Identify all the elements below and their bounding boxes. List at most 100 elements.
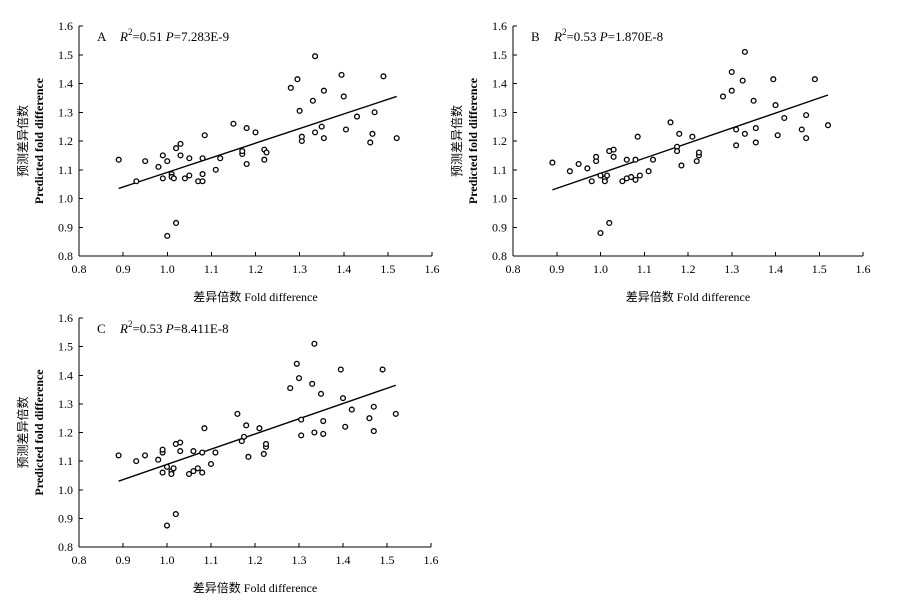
data-point (201, 425, 208, 432)
data-point (115, 156, 122, 163)
data-point (689, 133, 696, 140)
data-point (287, 84, 294, 91)
data-point (367, 139, 374, 146)
data-point (741, 130, 748, 137)
x-tick-label: 1.1 (637, 262, 652, 276)
y-tick-label: 1.2 (492, 134, 507, 148)
x-axis-label: 差异倍数 Fold difference (193, 289, 317, 304)
data-point (172, 511, 179, 518)
data-point (392, 410, 399, 417)
x-tick-label: 1.6 (424, 553, 439, 567)
data-point (317, 390, 325, 397)
r2-label: R (119, 29, 128, 44)
stats-annotation: R2=0.53 P=8.411E-8 (119, 319, 229, 336)
data-point (369, 130, 376, 137)
panel-letter: B (531, 29, 540, 44)
x-tick-label: 1.0 (593, 262, 608, 276)
data-point (348, 406, 355, 413)
data-point (597, 229, 604, 237)
x-tick-label: 1.0 (160, 553, 175, 567)
data-point (230, 120, 237, 127)
data-point (636, 172, 643, 179)
y-tick-label: 0.9 (58, 511, 73, 525)
y-tick-label: 1.3 (58, 105, 73, 119)
chart-panel-b: 0.8 0.9 1.0 1.1 1.2 1.3 1.4 1.5 1.6 0.8 0.9 1.0 1.1 1… (449, 19, 871, 304)
data-point (610, 146, 617, 153)
data-point (243, 422, 250, 429)
data-point (159, 446, 166, 453)
data-point (245, 453, 252, 460)
data-point (199, 178, 206, 185)
y-tick-label: 1.3 (58, 397, 73, 411)
data-point (340, 93, 347, 100)
data-point (190, 448, 197, 455)
data-point (803, 135, 810, 142)
data-point (379, 366, 386, 373)
x-tick-label: 1.2 (248, 553, 263, 567)
data-point (263, 149, 270, 156)
data-point (320, 135, 327, 142)
x-tick-label: 0.8 (72, 553, 87, 567)
data-point (212, 449, 219, 456)
data-point (628, 173, 635, 180)
data-point (610, 153, 617, 160)
r2-value: =0.51 (132, 29, 165, 44)
data-point (353, 113, 361, 120)
data-point (262, 440, 270, 448)
data-point (739, 77, 746, 84)
x-tick-label: 1.5 (380, 262, 395, 276)
data-point (632, 156, 639, 163)
y-tick-label: 1.0 (58, 192, 73, 206)
data-point (212, 166, 219, 173)
data-point (190, 468, 197, 475)
data-point (338, 71, 345, 78)
data-point (287, 385, 294, 392)
y-axis-label-cn: 预测差异倍数 (449, 105, 464, 177)
data-point (199, 171, 206, 178)
data-point (199, 155, 206, 162)
data-point (207, 460, 215, 468)
p-label: P (599, 29, 608, 44)
p-value: =7.283E-9 (174, 29, 229, 44)
data-point (588, 178, 595, 185)
x-tick-label: 1.1 (204, 553, 219, 567)
data-point (293, 360, 300, 367)
data-point (159, 175, 166, 182)
data-point (170, 465, 177, 472)
data-point (298, 133, 305, 140)
x-tick-label: 0.8 (72, 262, 87, 276)
r2-superscript: 2 (562, 27, 567, 37)
data-point (549, 159, 556, 166)
y-tick-label: 1.4 (492, 77, 507, 91)
data-point (164, 232, 171, 239)
data-point (318, 123, 325, 130)
data-point (199, 469, 206, 476)
panel-letter: C (97, 321, 106, 336)
data-point (185, 470, 193, 478)
data-point (177, 439, 184, 446)
x-tick-label: 1.4 (768, 262, 783, 276)
y-axis-label-cn: 预测差异倍数 (15, 396, 30, 468)
data-point (695, 149, 702, 156)
data-point (243, 160, 250, 168)
x-tick-label: 1.3 (292, 262, 307, 276)
data-point (803, 112, 810, 119)
x-tick-label: 1.6 (425, 262, 440, 276)
data-point (311, 429, 318, 436)
data-point (155, 163, 162, 170)
y-tick-label: 1.5 (492, 48, 507, 62)
data-point (298, 432, 305, 439)
data-point (320, 87, 327, 94)
data-point (256, 425, 263, 432)
data-point (678, 162, 685, 169)
data-point (240, 433, 248, 440)
data-point (366, 415, 373, 422)
data-point (380, 73, 387, 80)
data-point (177, 448, 184, 455)
data-point (719, 93, 727, 100)
y-tick-label: 1.5 (58, 48, 73, 62)
data-point (298, 416, 305, 423)
data-point (159, 469, 166, 476)
r2-value: =0.53 (132, 321, 165, 336)
x-tick-label: 1.6 (856, 262, 871, 276)
